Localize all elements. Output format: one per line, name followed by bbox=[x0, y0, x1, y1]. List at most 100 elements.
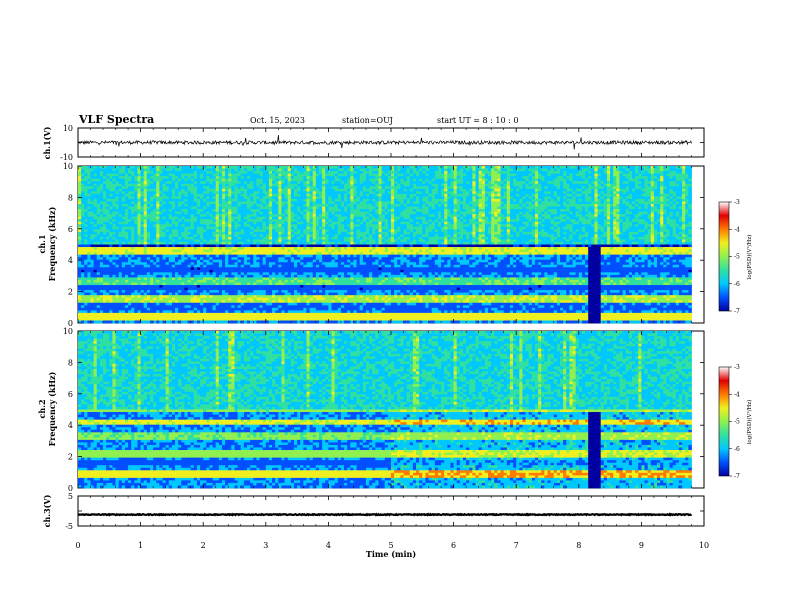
spectrogram-cell bbox=[322, 181, 326, 185]
spectrogram-cell bbox=[187, 168, 192, 172]
spectrogram-cell bbox=[149, 310, 154, 314]
spectrogram-cell bbox=[284, 196, 289, 200]
spectrogram-cell bbox=[253, 267, 257, 271]
spectrogram-cell bbox=[153, 277, 157, 281]
spectrogram-cell bbox=[181, 236, 185, 240]
spectrogram-cell bbox=[300, 191, 304, 195]
spectrogram-cell bbox=[165, 315, 170, 319]
spectrogram-cell bbox=[218, 302, 223, 306]
spectrogram-cell bbox=[212, 290, 217, 294]
spectrogram-cell bbox=[153, 236, 157, 240]
spectrogram-cell bbox=[137, 216, 141, 220]
spectrogram-cell bbox=[234, 206, 239, 210]
spectrogram-cell bbox=[262, 203, 267, 207]
spectrogram-cell bbox=[212, 216, 217, 220]
spectrogram-cell bbox=[228, 262, 232, 266]
spectrogram-cell bbox=[128, 201, 132, 205]
spectrogram-cell bbox=[303, 254, 307, 258]
spectrogram-cell bbox=[190, 186, 195, 190]
spectrogram-cell bbox=[175, 229, 179, 233]
spectrogram-cell bbox=[134, 241, 138, 245]
spectrogram-cell bbox=[118, 262, 123, 266]
spectrogram-cell bbox=[175, 191, 179, 195]
spectrogram-cell bbox=[196, 216, 201, 220]
spectrogram-cell bbox=[168, 219, 173, 223]
spectrogram-cell bbox=[156, 196, 160, 200]
spectrogram-cell bbox=[250, 173, 254, 177]
spectrogram-cell bbox=[184, 310, 188, 314]
spectrogram-cell bbox=[109, 236, 113, 240]
spectrogram-cell bbox=[99, 181, 104, 185]
spectrogram-cell bbox=[237, 186, 242, 190]
spectrogram-cell bbox=[312, 191, 317, 195]
spectrogram-cell bbox=[315, 317, 320, 321]
spectrogram-cell bbox=[262, 310, 267, 314]
spectrogram-cell bbox=[293, 173, 298, 177]
spectrogram-cell bbox=[181, 201, 185, 205]
spectrogram-cell bbox=[287, 277, 292, 281]
spectrogram-cell bbox=[303, 211, 307, 215]
spectrogram-cell bbox=[93, 287, 98, 291]
spectrogram-cell bbox=[112, 252, 116, 256]
spectrogram-cell bbox=[137, 229, 141, 233]
spectrogram-cell bbox=[278, 312, 282, 316]
spectrogram-cell bbox=[93, 229, 98, 233]
spectrogram-cell bbox=[297, 231, 301, 235]
spectrogram-cell bbox=[290, 211, 295, 215]
spectrogram-cell bbox=[153, 257, 157, 261]
spectrogram-cell bbox=[206, 181, 210, 185]
spectrogram-cell bbox=[187, 285, 192, 288]
spectrogram-cell bbox=[181, 224, 185, 228]
spectrogram-cell bbox=[272, 287, 276, 291]
spectrogram-cell bbox=[146, 183, 151, 187]
spectrogram-cell bbox=[259, 267, 264, 271]
spectrogram-cell bbox=[146, 257, 151, 261]
spectrogram-cell bbox=[293, 287, 298, 291]
spectrogram-cell bbox=[256, 279, 260, 283]
spectrogram-cell bbox=[315, 310, 320, 314]
spectrogram-cell bbox=[309, 239, 314, 243]
spectrogram-cell bbox=[78, 214, 82, 218]
spectrogram-cell bbox=[225, 241, 229, 245]
spectrogram-cell bbox=[247, 257, 251, 261]
spectrogram-cell bbox=[96, 168, 101, 172]
spectrogram-cell bbox=[168, 186, 173, 190]
spectrogram-cell bbox=[81, 181, 85, 185]
spectrogram-cell bbox=[162, 249, 167, 253]
spectrogram-cell bbox=[103, 209, 107, 212]
spectrogram-cell bbox=[106, 231, 110, 235]
spectrogram-cell bbox=[124, 290, 129, 294]
spectrogram-cell bbox=[190, 188, 195, 192]
spectrogram-cell bbox=[171, 206, 176, 210]
spectrogram-cell bbox=[281, 241, 285, 245]
spectrogram-cell bbox=[293, 320, 298, 324]
spectrogram-cell bbox=[228, 292, 232, 296]
spectrogram-cell bbox=[265, 196, 270, 200]
spectrogram-cell bbox=[159, 231, 163, 235]
spectrogram-cell bbox=[262, 236, 267, 240]
spectrogram-cell bbox=[156, 178, 160, 182]
spectrogram-cell bbox=[240, 234, 245, 238]
spectrogram-cell bbox=[196, 252, 201, 256]
spectrogram-cell bbox=[171, 290, 176, 294]
spectrogram-cell bbox=[121, 229, 126, 233]
spectrogram-cell bbox=[209, 193, 213, 197]
spectrogram-cell bbox=[209, 241, 213, 245]
spectrogram-cell bbox=[215, 287, 220, 291]
spectrogram-cell bbox=[93, 282, 98, 286]
spectrogram-cell bbox=[184, 292, 188, 296]
spectrogram-cell bbox=[196, 290, 201, 294]
spectrogram-cell bbox=[128, 272, 132, 276]
spectrogram-cell bbox=[128, 295, 132, 299]
spectrogram-cell bbox=[315, 307, 320, 311]
spectrogram-cell bbox=[106, 241, 110, 245]
spectrogram-cell bbox=[140, 216, 145, 220]
spectrogram-cell bbox=[228, 221, 232, 225]
spectrogram-cell bbox=[184, 211, 188, 215]
spectrogram-cell bbox=[131, 226, 135, 230]
spectrogram-cell bbox=[90, 244, 95, 248]
spectrogram-cell bbox=[168, 168, 173, 172]
spectrogram-cell bbox=[200, 285, 204, 288]
spectrogram-cell bbox=[93, 203, 98, 207]
spectrogram-cell bbox=[153, 244, 157, 248]
